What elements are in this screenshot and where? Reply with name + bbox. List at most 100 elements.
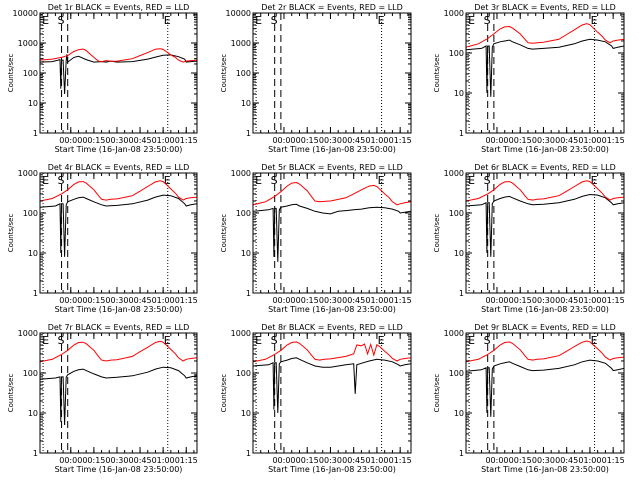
marker-label: E	[255, 334, 262, 347]
y-tick-label: 10	[241, 249, 251, 258]
x-tick-label: 00:45	[342, 296, 365, 305]
series-line-lld	[40, 48, 197, 63]
x-tick-label: 00:00	[272, 136, 295, 145]
y-tick-label: 100	[23, 69, 38, 78]
series-line-events	[466, 38, 624, 97]
axes-box	[252, 12, 412, 134]
marker-label: S	[484, 14, 491, 27]
y-tick-label: 1000	[18, 329, 38, 338]
x-tick-label: 00:00	[485, 296, 508, 305]
marker-label: S	[271, 174, 278, 187]
x-axis-label: Start Time (16-Jan-08 23:50:00)	[481, 305, 609, 314]
x-tick-label: 01:00	[152, 296, 175, 305]
series-line-lld	[466, 23, 624, 48]
series-line-lld	[253, 341, 411, 363]
y-axis-label: Counts/sec	[220, 54, 228, 93]
marker-label: E	[255, 174, 262, 187]
x-tick-label: 00:30	[105, 136, 128, 145]
x-tick-label: 00:30	[105, 456, 128, 465]
x-tick-label: 00:00	[59, 296, 82, 305]
marker-label: S	[271, 334, 278, 347]
y-axis-label: Counts/sec	[220, 214, 228, 253]
y-tick-label: 1000	[444, 329, 464, 338]
marker-label: E	[378, 14, 385, 27]
series-line-events	[40, 366, 197, 426]
chart-title: Det 3r BLACK = Events, RED = LLD	[474, 3, 616, 12]
x-tick-label: 00:15	[509, 296, 532, 305]
x-tick-label: 00:30	[532, 136, 555, 145]
x-tick-label: 00:30	[319, 456, 342, 465]
y-tick-label: 100	[236, 209, 251, 218]
axes-box	[465, 172, 625, 294]
marker-label: E	[42, 174, 49, 187]
x-axis-label: Start Time (16-Jan-08 23:50:00)	[55, 145, 183, 154]
series-line-events	[466, 359, 624, 417]
x-tick-label: 00:45	[555, 456, 578, 465]
y-tick-label: 10	[241, 99, 251, 108]
y-tick-label: 1000	[444, 169, 464, 178]
y-axis-label: Counts/sec	[7, 54, 15, 93]
series-line-lld	[40, 340, 197, 363]
series-line-events	[466, 193, 624, 257]
x-tick-label: 00:15	[296, 296, 319, 305]
x-axis-label: Start Time (16-Jan-08 23:50:00)	[55, 305, 183, 314]
x-tick-label: 00:30	[319, 296, 342, 305]
x-tick-label: 01:15	[175, 136, 198, 145]
y-axis-label: Counts/sec	[220, 374, 228, 413]
x-tick-label: 01:15	[389, 456, 412, 465]
y-tick-label: 1	[33, 129, 38, 138]
x-tick-label: 01:15	[602, 456, 625, 465]
x-tick-label: 01:00	[365, 136, 388, 145]
y-tick-label: 100	[449, 369, 464, 378]
y-tick-label: 1000	[18, 169, 38, 178]
marker-label: E	[468, 174, 475, 187]
series-line-lld	[40, 180, 197, 202]
series-line-events	[253, 357, 411, 414]
marker-label: E	[591, 14, 598, 27]
marker-label: E	[42, 334, 49, 347]
x-tick-label: 00:00	[59, 456, 82, 465]
chart-title: Det 7r BLACK = Events, RED = LLD	[48, 323, 190, 332]
y-tick-label: 10000	[226, 9, 251, 18]
y-axis-label: Counts/sec	[433, 374, 441, 413]
x-tick-label: 01:15	[389, 136, 412, 145]
chart-title: Det 1r BLACK = Events, RED = LLD	[48, 3, 190, 12]
x-tick-label: 00:00	[485, 136, 508, 145]
y-tick-label: 10	[28, 99, 38, 108]
y-tick-label: 100	[236, 69, 251, 78]
axes-box	[465, 332, 625, 454]
y-tick-label: 1	[459, 449, 464, 458]
y-tick-label: 10	[454, 249, 464, 258]
marker-label: E	[378, 334, 385, 347]
x-tick-label: 00:45	[129, 296, 152, 305]
y-tick-label: 1	[246, 449, 251, 458]
x-axis-label: Start Time (16-Jan-08 23:50:00)	[268, 465, 396, 474]
x-tick-label: 00:30	[532, 296, 555, 305]
x-axis-label: Start Time (16-Jan-08 23:50:00)	[55, 465, 183, 474]
y-tick-label: 1000	[231, 329, 251, 338]
y-tick-label: 1000	[231, 169, 251, 178]
y-axis-label: Counts/sec	[433, 54, 441, 93]
x-tick-label: 01:15	[175, 296, 198, 305]
y-axis-label: Counts/sec	[7, 374, 15, 413]
y-tick-label: 100	[449, 209, 464, 218]
y-tick-label: 10	[454, 89, 464, 98]
y-tick-label: 1000	[444, 9, 464, 18]
x-tick-label: 00:30	[532, 456, 555, 465]
marker-label: E	[42, 14, 49, 27]
series-line-lld	[466, 180, 624, 202]
x-tick-label: 00:15	[296, 136, 319, 145]
marker-label: E	[164, 334, 171, 347]
chart-title: Det 2r BLACK = Events, RED = LLD	[261, 3, 403, 12]
x-tick-label: 00:45	[129, 456, 152, 465]
y-tick-label: 10	[241, 409, 251, 418]
series-line-lld	[253, 181, 411, 206]
x-tick-label: 01:00	[152, 136, 175, 145]
x-tick-label: 00:45	[342, 136, 365, 145]
marker-label: E	[378, 174, 385, 187]
